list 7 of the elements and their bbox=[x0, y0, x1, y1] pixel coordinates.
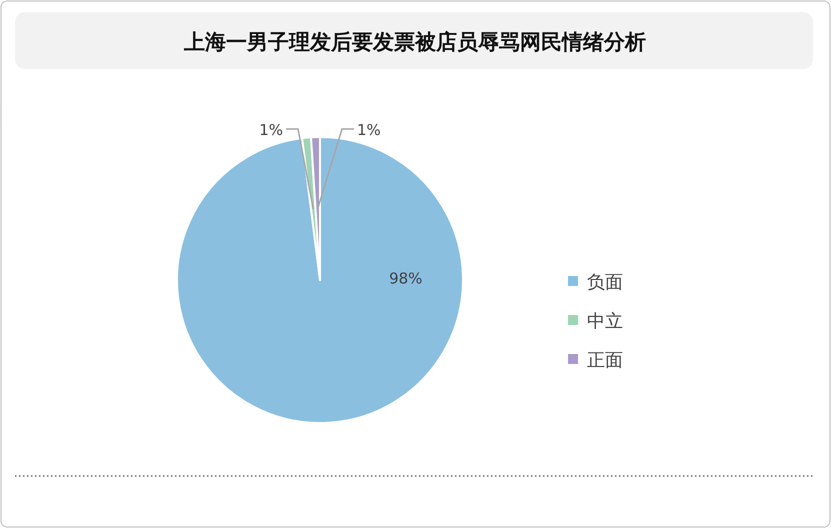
data-label: 98% bbox=[389, 269, 422, 288]
legend-label: 负面 bbox=[587, 272, 623, 293]
legend-label: 中立 bbox=[587, 311, 623, 332]
legend-label: 正面 bbox=[587, 350, 623, 371]
data-label: 1% bbox=[357, 121, 381, 139]
data-label: 1% bbox=[259, 121, 283, 139]
chart-title: 上海一男子理发后要发票被店员辱骂网民情绪分析 bbox=[183, 30, 646, 54]
